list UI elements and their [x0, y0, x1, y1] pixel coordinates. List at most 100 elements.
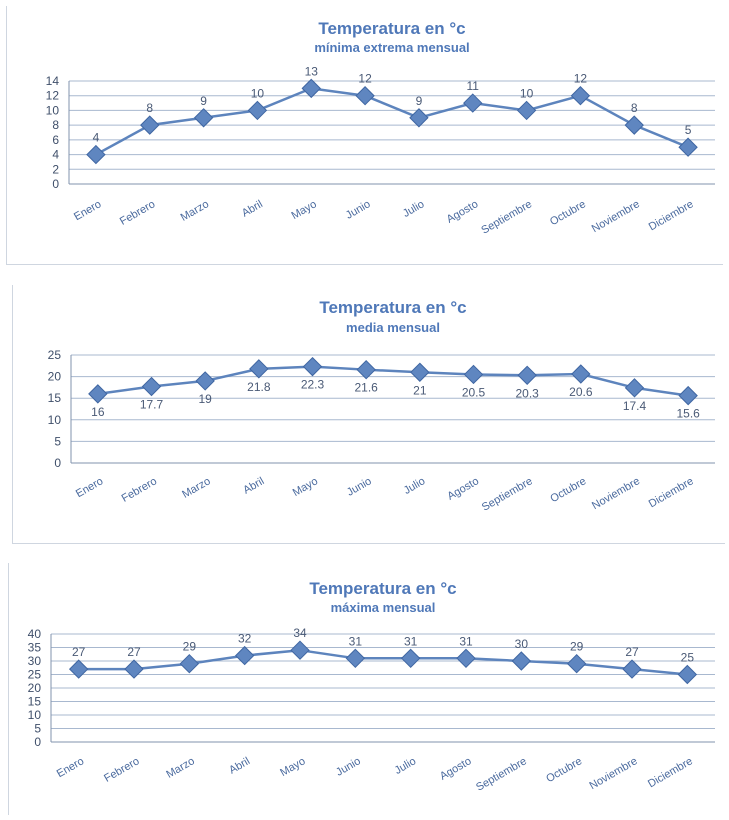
data-label: 13: [305, 64, 319, 78]
x-tick-label: Agosto: [445, 198, 481, 226]
data-label: 9: [416, 94, 423, 108]
data-label: 12: [574, 72, 588, 86]
data-label: 11: [467, 79, 480, 93]
series-line: [78, 648, 688, 676]
series-line: [97, 365, 689, 397]
x-tick-label: Mayo: [289, 198, 318, 222]
data-point-marker: [301, 78, 321, 99]
x-tick-label: Octubre: [544, 755, 584, 785]
x-tick-label: Enero: [74, 475, 105, 500]
data-label: 20.5: [462, 385, 486, 399]
data-point-marker: [179, 653, 200, 674]
y-tick-label: 0: [52, 177, 59, 191]
data-point-marker: [86, 144, 106, 165]
data-label: 12: [358, 72, 372, 86]
x-tick-label: Octubre: [548, 475, 588, 505]
data-label: 20.6: [569, 385, 593, 399]
data-label: 30: [515, 637, 529, 651]
y-tick-label: 35: [28, 641, 42, 655]
data-point-marker: [624, 115, 644, 135]
x-tick-label: Julio: [402, 475, 428, 497]
data-point-marker: [517, 365, 537, 386]
y-tick-label: 5: [34, 722, 41, 736]
chart-title: Temperatura en °c: [309, 579, 456, 598]
x-tick-label: Abril: [227, 755, 252, 776]
data-point-marker: [68, 659, 89, 679]
y-tick-label: 4: [52, 148, 59, 162]
x-tick-label: Mayo: [291, 475, 320, 499]
series-line: [95, 87, 689, 156]
data-label: 17.7: [140, 398, 164, 412]
x-tick-label: Diciembre: [647, 198, 696, 233]
x-tick-label: Abril: [240, 198, 265, 219]
chart-title: Temperatura en °c: [319, 298, 466, 317]
data-label: 5: [685, 123, 692, 137]
data-point-marker: [678, 137, 698, 157]
data-point-marker: [249, 359, 269, 379]
data-label: 25: [681, 651, 695, 665]
y-tick-label: 0: [54, 456, 61, 470]
data-label: 27: [625, 645, 639, 659]
data-point-marker: [290, 640, 310, 660]
x-tick-label: Diciembre: [646, 755, 695, 790]
chart-media-svg: Temperatura en °c media mensual 0 5 10 15 20 25…: [48, 298, 715, 514]
y-tick-label: 20: [28, 681, 42, 695]
data-point-marker: [345, 648, 366, 669]
y-tick-label: 2: [52, 162, 59, 176]
chart-panel-minima: Temperatura en °c mínima extrema mensual 0…: [6, 6, 723, 265]
data-point-marker: [622, 659, 642, 679]
x-tick-label: Marzo: [179, 198, 211, 224]
data-point-marker: [88, 384, 108, 404]
chart-panel-maxima: Temperatura en °c máxima mensual 0 5 10 15 20 2…: [8, 563, 727, 815]
y-tick-label: 10: [28, 708, 42, 722]
data-label: 9: [200, 94, 207, 108]
y-tick-label: 10: [48, 413, 62, 427]
x-tick-label: Marzo: [164, 755, 196, 781]
data-label: 31: [404, 634, 418, 648]
y-tick-label: 5: [54, 434, 61, 448]
data-label: 34: [293, 626, 307, 640]
y-tick-label: 25: [48, 348, 62, 362]
x-tick-label: Febrero: [118, 198, 157, 228]
chart-minima-svg: Temperatura en °c mínima extrema mensual 0…: [46, 19, 715, 237]
y-tick-label: 6: [52, 133, 59, 147]
x-tick-label: Junio: [334, 755, 363, 779]
x-tick-label: Febrero: [120, 475, 159, 505]
data-label: 22.3: [301, 378, 325, 392]
data-label: 8: [631, 101, 638, 115]
data-point-marker: [400, 648, 421, 669]
y-tick-label: 25: [28, 668, 42, 682]
x-tick-label: Febrero: [102, 755, 141, 785]
data-label: 31: [459, 634, 473, 648]
x-tick-label: Julio: [401, 198, 427, 220]
data-point-marker: [410, 362, 430, 382]
data-label: 4: [93, 131, 100, 145]
data-label: 32: [238, 632, 252, 646]
data-label: 21: [413, 383, 427, 397]
x-tick-label: Agosto: [445, 475, 481, 503]
data-point-marker: [193, 108, 214, 128]
x-tick-label: Enero: [72, 198, 103, 223]
data-point-marker: [511, 651, 532, 671]
x-tick-label: Diciembre: [647, 475, 696, 510]
data-point-marker: [566, 653, 587, 674]
data-point-marker: [570, 86, 591, 106]
y-tick-label: 12: [46, 89, 60, 103]
data-label: 8: [146, 101, 153, 115]
data-label: 21.6: [354, 381, 378, 395]
data-point-marker: [302, 356, 323, 377]
y-tick-label: 8: [52, 118, 59, 132]
data-label: 29: [183, 640, 197, 654]
data-label: 29: [570, 640, 584, 654]
data-point-marker: [624, 378, 645, 398]
data-point-marker: [141, 376, 162, 397]
data-label: 19: [198, 392, 212, 406]
data-point-marker: [463, 364, 484, 385]
data-point-marker: [409, 108, 429, 128]
data-label: 27: [127, 645, 141, 659]
x-tick-label: Julio: [393, 755, 419, 777]
data-point-marker: [355, 86, 375, 106]
data-label: 27: [72, 645, 86, 659]
data-label: 16: [91, 405, 105, 419]
data-point-marker: [516, 100, 537, 121]
